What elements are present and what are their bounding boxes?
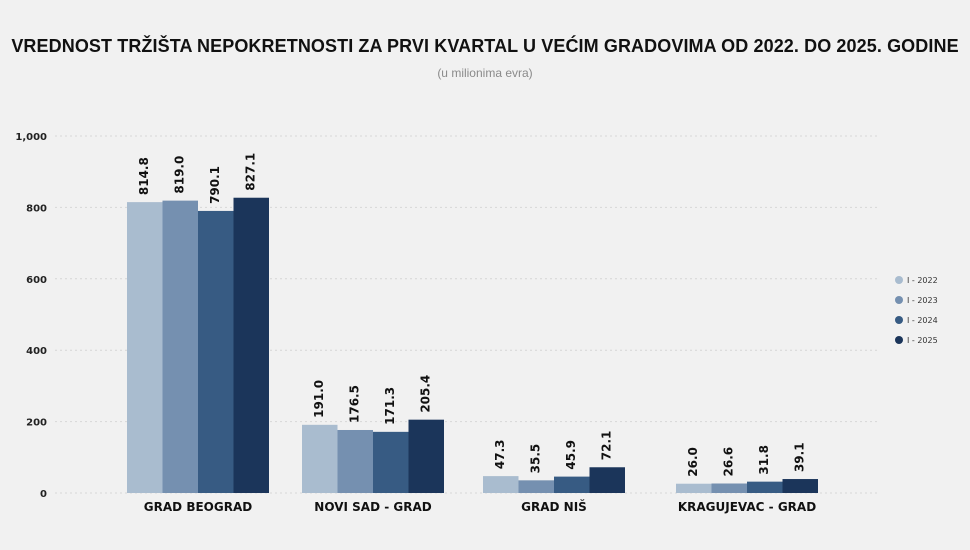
legend-item: I - 2024 (895, 310, 938, 330)
bar (127, 202, 163, 493)
data-label: 191.0 (312, 380, 326, 418)
legend-label: I - 2025 (907, 335, 938, 345)
data-label: 819.0 (173, 156, 187, 194)
bar (337, 429, 373, 493)
bar (483, 476, 519, 493)
bar (747, 481, 783, 493)
bar (676, 483, 712, 493)
y-tick-label: 600 (26, 275, 47, 286)
data-label: 205.4 (419, 375, 433, 413)
y-tick-label: 200 (26, 418, 47, 429)
y-tick-label: 0 (40, 489, 47, 500)
data-label: 39.1 (793, 442, 807, 472)
legend-label: I - 2024 (907, 315, 938, 325)
data-label: 72.1 (600, 431, 614, 461)
legend-item: I - 2023 (895, 290, 938, 310)
category-label: KRAGUJEVAC - GRAD (678, 500, 816, 514)
data-label: 176.5 (348, 385, 362, 423)
chart-legend: I - 2022 I - 2023 I - 2024 I - 2025 (895, 270, 938, 350)
y-tick-label: 1,000 (15, 132, 47, 143)
bar (302, 424, 338, 493)
data-label: 827.1 (244, 153, 258, 191)
category-label: GRAD BEOGRAD (144, 500, 252, 514)
legend-swatch (895, 296, 903, 304)
bar (782, 479, 818, 493)
data-label: 814.8 (137, 157, 151, 195)
data-label: 35.5 (529, 444, 543, 474)
category-label: GRAD NIŠ (521, 499, 587, 514)
data-label: 790.1 (208, 166, 222, 204)
legend-swatch (895, 316, 903, 324)
data-label: 47.3 (493, 440, 507, 470)
data-label: 26.0 (686, 447, 700, 477)
data-label: 26.6 (722, 447, 736, 477)
bar (373, 431, 409, 493)
y-tick-label: 800 (26, 203, 47, 214)
bar (162, 200, 198, 493)
category-label: NOVI SAD - GRAD (314, 500, 431, 514)
legend-swatch (895, 276, 903, 284)
bar (711, 483, 747, 493)
bar (518, 480, 554, 493)
bar (233, 197, 269, 494)
legend-item: I - 2022 (895, 270, 938, 290)
bar (554, 476, 590, 493)
legend-label: I - 2022 (907, 275, 938, 285)
legend-item: I - 2025 (895, 330, 938, 350)
data-label: 45.9 (564, 440, 578, 470)
bar (589, 467, 625, 493)
data-label: 31.8 (757, 445, 771, 475)
legend-swatch (895, 336, 903, 344)
data-label: 171.3 (383, 387, 397, 425)
legend-label: I - 2023 (907, 295, 938, 305)
chart-subtitle: (u milionima evra) (437, 66, 533, 80)
y-tick-label: 400 (26, 346, 47, 357)
chart-title: VREDNOST TRŽIŠTA NEPOKRETNOSTI ZA PRVI K… (11, 36, 959, 56)
bar (198, 210, 234, 493)
bar (408, 419, 444, 493)
